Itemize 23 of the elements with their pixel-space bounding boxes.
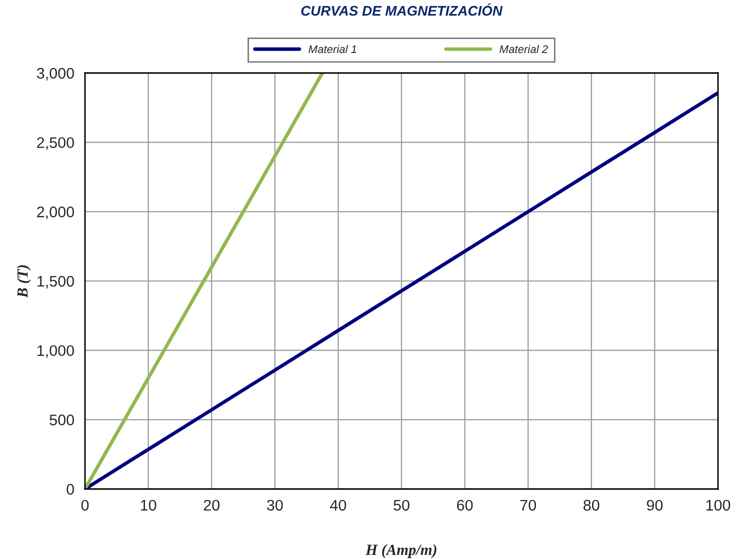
legend-label: Material 1 — [308, 44, 356, 54]
y-tick-label: 3,000 — [36, 68, 74, 80]
x-tick-label: 70 — [520, 500, 536, 511]
x-tick-label: 0 — [81, 500, 89, 511]
y-tick-label: 1,500 — [38, 276, 74, 288]
x-tick-label: 10 — [140, 500, 156, 511]
y-tick-label: 0 — [66, 484, 74, 495]
x-tick-label: 90 — [646, 500, 663, 511]
x-axis-title: H (Amp/m) — [366, 544, 436, 558]
x-tick-label: 80 — [584, 500, 600, 511]
x-tick-label: 100 — [706, 500, 730, 511]
y-tick-label: 1,000 — [38, 345, 74, 358]
x-tick-label: 30 — [266, 500, 283, 511]
x-tick-label: 40 — [330, 500, 346, 511]
x-tick-label: 20 — [204, 500, 220, 511]
y-tick-label: 500 — [50, 414, 74, 426]
y-tick-label: 2,000 — [37, 206, 74, 220]
y-axis-title: B (T) — [16, 265, 31, 298]
legend-label: Material 2 — [500, 44, 548, 54]
y-tick-label: 2,500 — [37, 137, 74, 150]
chart-title: CURVAS DE MAGNETIZACIÓN — [301, 3, 503, 16]
x-tick-label: 50 — [394, 500, 410, 511]
x-tick-label: 60 — [457, 500, 473, 511]
